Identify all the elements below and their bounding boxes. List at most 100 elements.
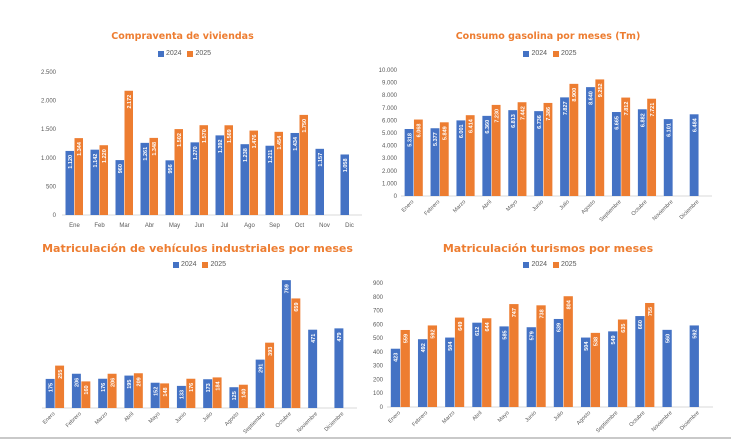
data-label: 1.502 bbox=[177, 133, 183, 147]
bar-2024-abril bbox=[124, 375, 134, 408]
legend-label-2025: 2025 bbox=[560, 50, 577, 57]
x-tick-label: Abril bbox=[481, 199, 493, 211]
data-label: 6.068 bbox=[417, 124, 423, 138]
data-label: 649 bbox=[458, 322, 464, 331]
bar-2025-septiembre bbox=[617, 319, 628, 407]
data-label: 5.849 bbox=[443, 126, 449, 140]
data-label: 5.318 bbox=[407, 133, 413, 147]
x-tick-label: Diciembre bbox=[679, 199, 701, 221]
x-tick-label: Abril bbox=[123, 411, 135, 423]
x-tick-label: Jun bbox=[195, 223, 205, 229]
y-tick-label: 6.000 bbox=[382, 118, 398, 124]
bar-2025-ago bbox=[249, 130, 258, 215]
bar-2024-marzo bbox=[456, 120, 466, 196]
x-tick-label: Febrero bbox=[65, 411, 83, 429]
x-tick-label: Abr bbox=[145, 223, 154, 229]
y-tick-label: 10.000 bbox=[379, 68, 398, 74]
x-tick-label: Agosto bbox=[580, 199, 596, 215]
bar-2024-mayo bbox=[499, 326, 509, 407]
data-label: 639 bbox=[557, 323, 563, 332]
data-label: 1.058 bbox=[343, 158, 349, 172]
x-tick-label: Septiembre bbox=[242, 411, 266, 435]
x-tick-label: Noviembre bbox=[651, 199, 674, 222]
y-tick-label: 0 bbox=[380, 405, 384, 411]
data-label: 585 bbox=[502, 330, 508, 339]
data-label: 6.360 bbox=[485, 120, 491, 134]
data-label: 176 bbox=[189, 383, 195, 392]
bar-2024-dic bbox=[340, 154, 349, 215]
bar-2024-nov bbox=[315, 148, 324, 215]
bar-2024-noviembre bbox=[308, 329, 318, 408]
data-label: 184 bbox=[215, 380, 221, 390]
y-tick-label: 0 bbox=[394, 194, 398, 200]
chart-title: Compraventa de viviendas bbox=[111, 31, 254, 42]
data-label: 769 bbox=[285, 284, 291, 293]
data-label: 8.640 bbox=[589, 91, 595, 105]
data-label: 1.238 bbox=[243, 148, 249, 162]
x-tick-label: Mar bbox=[119, 223, 129, 229]
legend-label-2024: 2024 bbox=[180, 261, 197, 268]
bar-2025-enero bbox=[400, 329, 410, 407]
y-tick-label: 5.000 bbox=[382, 131, 398, 137]
x-tick-label: Sep bbox=[269, 223, 280, 229]
x-tick-label: Febrero bbox=[411, 410, 429, 428]
bar-2025-febrero bbox=[427, 325, 438, 407]
data-label: 956 bbox=[168, 164, 174, 173]
x-tick-label: Abril bbox=[471, 410, 483, 422]
bar-2025-abril bbox=[482, 318, 492, 407]
bar-2025-abr bbox=[149, 137, 158, 215]
bar-2024-marzo bbox=[445, 337, 455, 407]
data-label: 479 bbox=[337, 332, 343, 341]
bar-2025-ene bbox=[74, 138, 83, 215]
y-tick-label: 2.000 bbox=[41, 99, 57, 105]
data-label: 7.827 bbox=[563, 101, 569, 115]
data-label: 7.442 bbox=[520, 106, 526, 120]
data-label: 592 bbox=[693, 329, 699, 338]
x-tick-label: Marzo bbox=[452, 199, 467, 214]
data-label: 1.211 bbox=[268, 150, 274, 163]
bar-2024-abril bbox=[482, 115, 492, 196]
x-tick-label: Enero bbox=[387, 410, 402, 425]
data-label: 538 bbox=[594, 337, 600, 346]
bar-2024-agosto bbox=[580, 337, 591, 407]
x-tick-label: Junio bbox=[174, 411, 188, 425]
data-label: 1.392 bbox=[218, 139, 224, 153]
bar-2025-agosto bbox=[238, 384, 248, 408]
x-tick-label: Mayo bbox=[497, 410, 511, 424]
data-label: 960 bbox=[118, 164, 124, 173]
x-tick-label: Octubre bbox=[628, 410, 646, 428]
legend-swatch-2025 bbox=[552, 261, 559, 268]
y-tick-label: 9.000 bbox=[382, 81, 398, 87]
y-tick-label: 700 bbox=[373, 309, 384, 315]
bar-2025-octubre bbox=[645, 302, 655, 407]
x-tick-label: Octubre bbox=[631, 199, 649, 217]
bar-2024-jul bbox=[215, 135, 224, 215]
bar-2024-septiembre bbox=[611, 112, 621, 196]
data-label: 635 bbox=[621, 324, 627, 333]
data-label: 152 bbox=[153, 387, 159, 396]
data-label: 659 bbox=[294, 302, 300, 311]
y-tick-label: 0 bbox=[53, 213, 57, 219]
data-label: 195 bbox=[127, 380, 133, 389]
data-label: 5.377 bbox=[433, 132, 439, 146]
bar-2024-octubre bbox=[637, 109, 647, 196]
x-tick-label: Oct bbox=[295, 223, 305, 229]
bottom-divider bbox=[0, 437, 731, 439]
data-label: 1.569 bbox=[227, 129, 233, 143]
bar-2024-marzo bbox=[98, 378, 108, 408]
chart-panel-gasolina: Consumo gasolina por meses (Tm) 2024 202… bbox=[365, 0, 731, 235]
y-tick-label: 8.000 bbox=[382, 93, 398, 99]
legend-swatch-2024 bbox=[523, 261, 530, 268]
data-label: 291 bbox=[258, 364, 264, 373]
bar-2024-febrero bbox=[430, 128, 440, 196]
data-label: 1.454 bbox=[277, 135, 283, 150]
bar-2025-jul bbox=[224, 125, 233, 215]
bar-2025-enero bbox=[55, 365, 65, 408]
bar-2025-junio bbox=[536, 305, 546, 407]
bar-2024-agosto bbox=[229, 387, 239, 408]
bar-2025-octubre bbox=[647, 98, 657, 196]
bar-2025-mayo bbox=[509, 304, 519, 407]
bar-2025-julio bbox=[569, 83, 579, 196]
data-label: 1.344 bbox=[77, 141, 83, 156]
x-tick-label: Feb bbox=[94, 223, 105, 229]
